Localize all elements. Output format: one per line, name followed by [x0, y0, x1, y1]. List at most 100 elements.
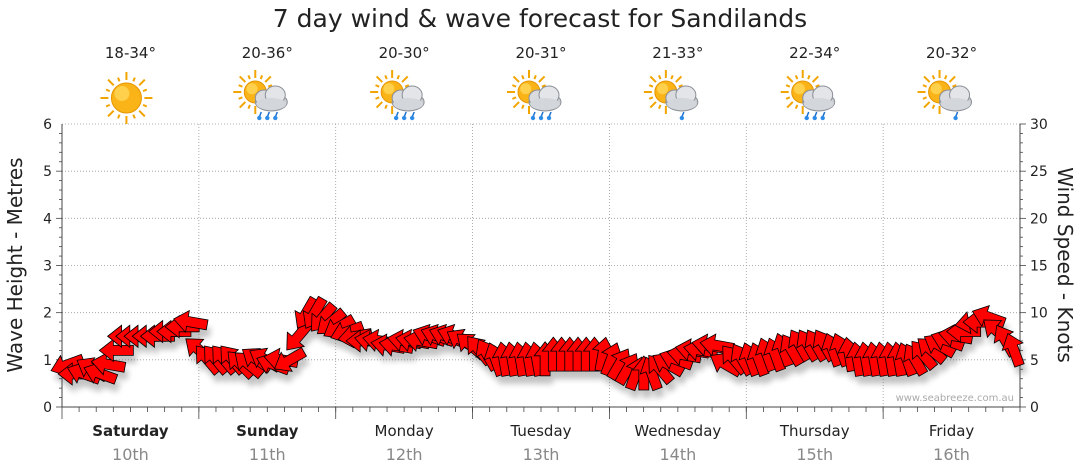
wind-arrows: [50, 295, 1025, 392]
sun-ray: [105, 88, 111, 93]
sun-ray: [678, 84, 683, 88]
sun-ray: [648, 96, 654, 100]
sun-ray: [511, 84, 517, 88]
day-name: Thursday: [779, 422, 850, 440]
sun-ray: [648, 84, 654, 88]
y-right-tick-label: 30: [1030, 117, 1048, 133]
sun-ray: [922, 96, 928, 100]
rain-drop: [273, 115, 278, 121]
sun-ray: [375, 101, 383, 109]
sun-cloud-light-rain-icon: [917, 70, 973, 121]
y-right-tick-label: 0: [1030, 400, 1039, 416]
y-left-tick-label: 2: [43, 306, 52, 322]
sun-ray: [132, 77, 136, 82]
sun-ray: [538, 75, 546, 83]
wind-arrow: [90, 352, 127, 376]
sun-ray: [931, 104, 936, 110]
sun-ray: [375, 96, 380, 100]
day-date: 15th: [796, 445, 834, 464]
sun-highlight: [793, 83, 805, 95]
sun-ray: [649, 75, 657, 83]
sun-ray: [944, 74, 948, 80]
sun-ray: [521, 74, 525, 80]
sun-ray: [658, 104, 662, 110]
rain-drop: [812, 115, 817, 121]
sun-ray: [238, 84, 243, 88]
sun-ray: [649, 101, 657, 109]
wind-arrow: [1001, 332, 1025, 368]
day-temperature: 21-33°: [652, 44, 704, 62]
sun-ray: [541, 84, 547, 88]
cloud: [940, 98, 971, 110]
sun-cloud-rain-icon: [370, 70, 425, 121]
rain-drop: [401, 115, 407, 121]
y-left-tick-label: 3: [43, 259, 52, 275]
sun-ray: [923, 75, 931, 83]
y-left-tick-label: 0: [43, 400, 52, 416]
sun-ray: [375, 75, 383, 83]
y-left-tick-label: 1: [43, 353, 52, 369]
sun-ray: [247, 104, 251, 110]
chart-title: 7 day wind & wave forecast for Sandiland…: [272, 4, 808, 33]
rain-drop: [393, 115, 399, 121]
day-name: Friday: [928, 422, 975, 440]
sun-ray: [247, 74, 251, 80]
sun-ray: [117, 114, 121, 119]
rain-drop: [679, 115, 685, 121]
sun-ray: [521, 104, 525, 110]
sun-ray: [794, 104, 799, 110]
day-date: 13th: [522, 445, 560, 464]
sun-ray: [375, 84, 380, 88]
y-right-tick-label: 20: [1030, 211, 1048, 227]
rain-drop: [538, 115, 544, 121]
sun-ray: [511, 96, 517, 100]
rain-drop: [546, 115, 552, 121]
watermark: www.seabreeze.com.au: [896, 393, 1014, 404]
y-left-tick-label: 6: [43, 117, 52, 133]
sun-ray: [670, 74, 674, 80]
day-date: 10th: [112, 445, 149, 464]
sun-ray: [794, 74, 799, 80]
sun-ray: [952, 84, 957, 88]
sun-cloud-rain-icon: [233, 70, 288, 121]
sun-ray: [238, 96, 243, 100]
sun-ray: [117, 77, 121, 82]
y-left-tick-label: 4: [43, 211, 52, 227]
sun-ray: [931, 74, 936, 80]
sun-highlight: [246, 83, 258, 95]
day-name: Saturday: [92, 422, 169, 440]
sun-cloud-light-rain-icon: [643, 70, 699, 121]
sun-ray: [404, 84, 410, 88]
sun-ray: [786, 101, 794, 109]
y-left-tick-label: 5: [43, 164, 52, 180]
rain-drop: [257, 115, 262, 121]
sun-ray: [107, 110, 115, 118]
sun-ray: [675, 75, 683, 83]
wind-arrow: [273, 346, 308, 372]
sun-ray: [239, 101, 247, 109]
sun-ray: [807, 74, 811, 80]
sun-ray: [922, 84, 928, 88]
day-temperature: 20-31°: [515, 44, 567, 62]
rain-drop: [820, 115, 825, 121]
sun-ray: [384, 74, 388, 80]
sun-ray: [107, 78, 115, 86]
y-right-tick-label: 15: [1030, 259, 1048, 275]
y-right-tick-label: 10: [1030, 306, 1048, 322]
sun-ray: [786, 75, 794, 83]
wind-arrow: [83, 361, 119, 385]
day-temperature: 20-32°: [926, 44, 978, 62]
sun-highlight: [657, 83, 669, 95]
sun-ray: [658, 74, 662, 80]
sunny-icon: [100, 72, 153, 124]
day-name: Monday: [374, 422, 434, 440]
day-name: Wednesday: [634, 422, 722, 440]
sun-ray: [512, 75, 520, 83]
sun-ray: [811, 75, 819, 83]
rain-drop: [804, 115, 809, 121]
sun-ray: [512, 101, 520, 109]
day-date: 12th: [385, 445, 423, 464]
cloud: [256, 98, 287, 110]
wind-arrow: [173, 309, 209, 334]
